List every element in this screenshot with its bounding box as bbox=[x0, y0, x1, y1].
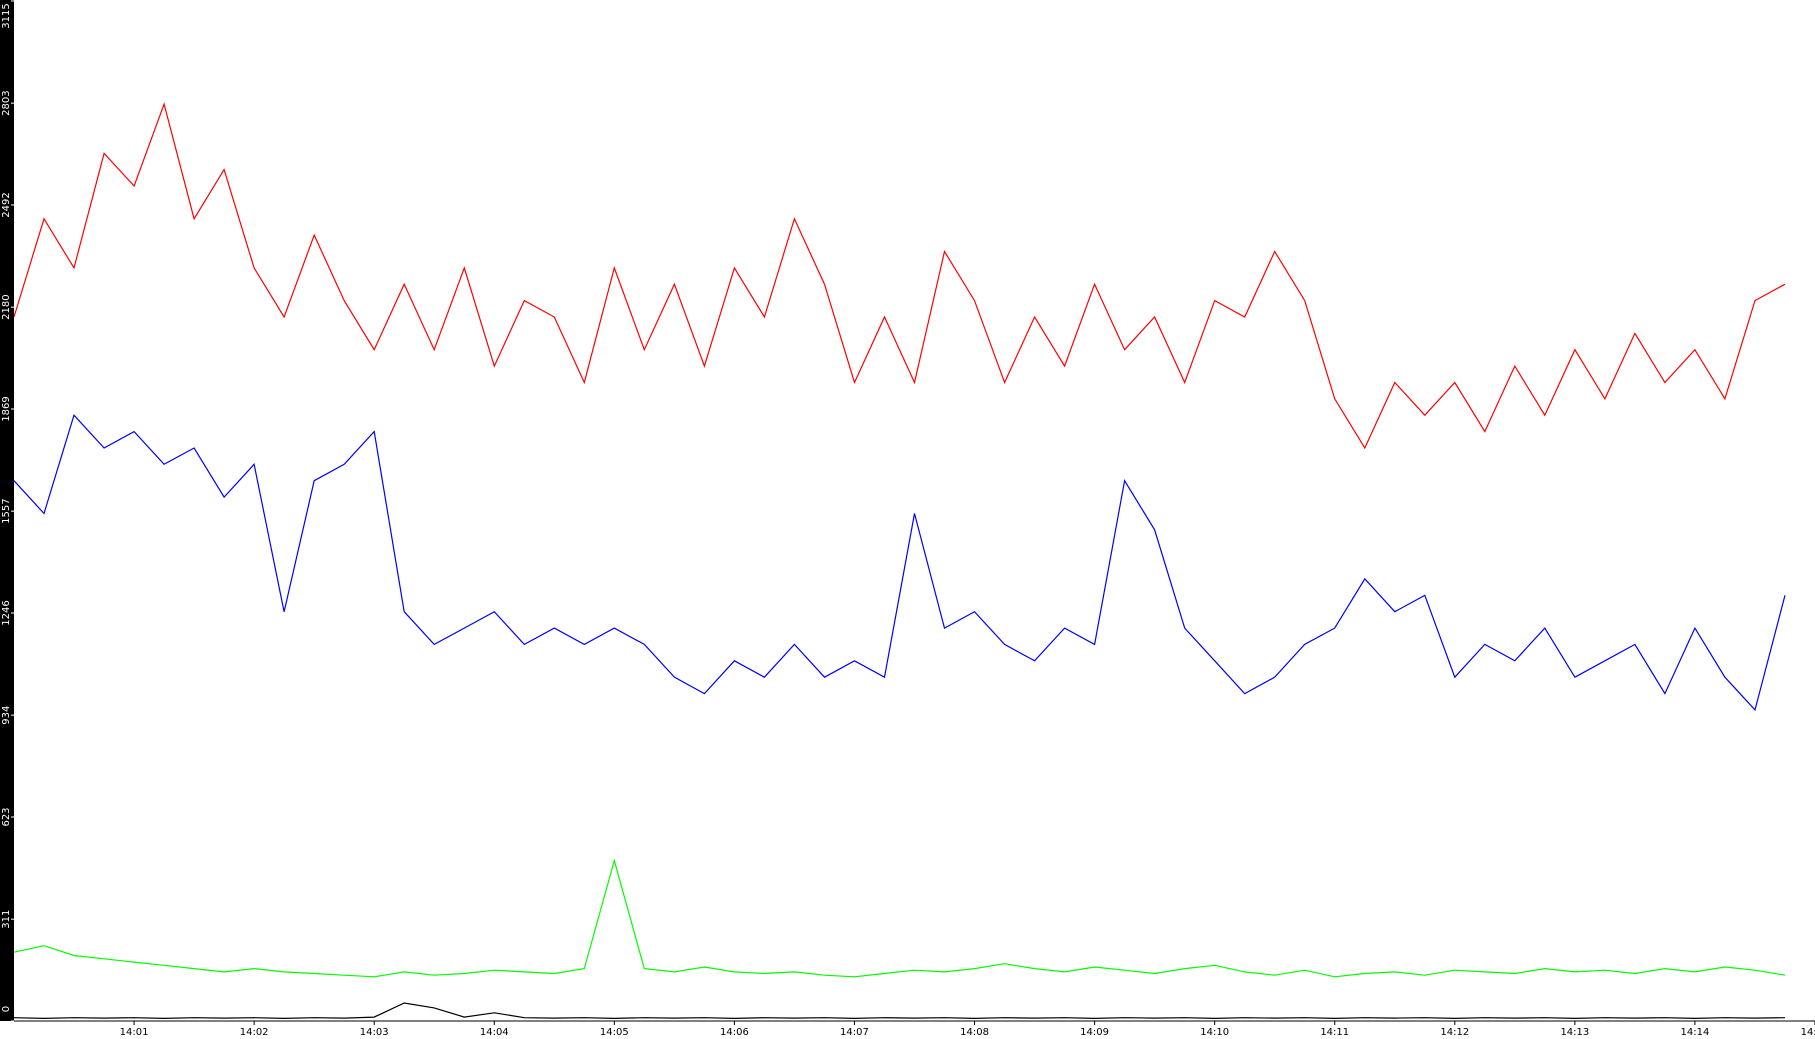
series-line bbox=[13, 858, 1786, 978]
x-tick-label: 14:13 bbox=[1560, 1027, 1589, 1038]
x-tick-label: 14:07 bbox=[840, 1027, 869, 1038]
x-tick-label: 14:05 bbox=[600, 1027, 629, 1038]
x-axis-strip bbox=[0, 1021, 1815, 1039]
series-line bbox=[13, 414, 1786, 712]
y-tick-label: 2492 bbox=[1, 192, 12, 217]
x-tick-label: 14:03 bbox=[360, 1027, 389, 1038]
x-tick-label: 14:08 bbox=[960, 1027, 989, 1038]
y-tick-label: 2180 bbox=[1, 294, 12, 319]
x-tick-label: 14:09 bbox=[1080, 1027, 1109, 1038]
y-tick-label: 623 bbox=[1, 807, 12, 826]
y-tick-label: 1557 bbox=[1, 498, 12, 523]
y-tick-label: 3115 bbox=[1, 3, 12, 28]
y-tick-label: 311 bbox=[1, 910, 12, 929]
x-tick-label: 14:06 bbox=[720, 1027, 749, 1038]
y-tick-label: 934 bbox=[1, 706, 12, 725]
y-tick-label: 1246 bbox=[1, 600, 12, 625]
y-tick-label: 0 bbox=[1, 1006, 12, 1012]
x-tick-label: 14:02 bbox=[240, 1027, 269, 1038]
y-tick-label: 1869 bbox=[1, 396, 12, 421]
x-tick-label: 14:14 bbox=[1681, 1027, 1710, 1038]
x-tick-label: 14:11 bbox=[1320, 1027, 1349, 1038]
series-line bbox=[13, 102, 1786, 450]
x-tick-label: 14:12 bbox=[1440, 1027, 1469, 1038]
x-tick-label: 14:04 bbox=[480, 1027, 509, 1038]
y-axis-strip bbox=[0, 0, 14, 1039]
x-tick-label: 14:15 bbox=[1801, 1027, 1815, 1038]
y-tick-label: 2803 bbox=[1, 90, 12, 115]
x-tick-label: 14:10 bbox=[1200, 1027, 1229, 1038]
x-tick-label: 14:01 bbox=[120, 1027, 149, 1038]
series-line bbox=[13, 1002, 1786, 1020]
